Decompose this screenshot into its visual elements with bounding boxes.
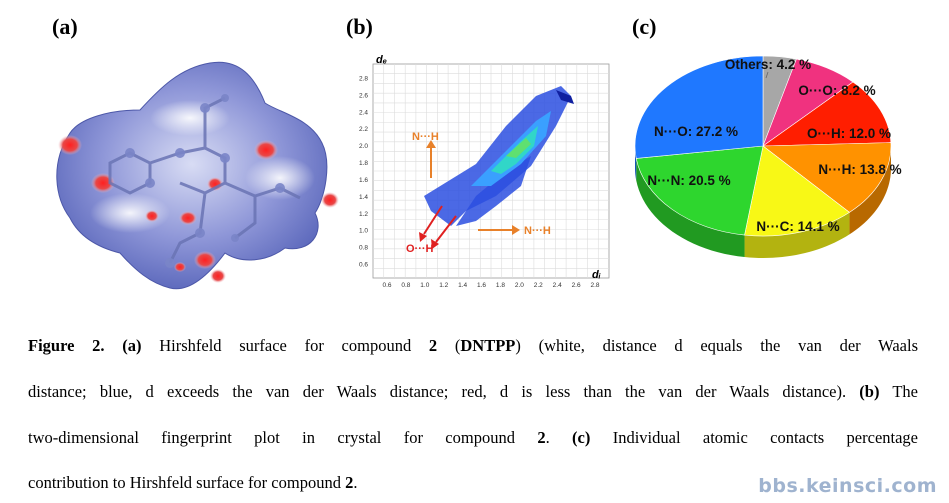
y-tick-label: 0.6 [359, 262, 368, 269]
panel-label-b: (b) [346, 14, 373, 39]
panel-label-c: (c) [632, 14, 657, 39]
pie-chart: Others: 4.2 % O···O: 8.2 % O···H: 12.0 % N·… [628, 48, 928, 298]
x-tick-label: 1.8 [496, 282, 505, 289]
x-tick-label: 2.6 [572, 282, 581, 289]
pie-slice [762, 81, 892, 147]
watermark: bbs.keinsci.com [758, 475, 937, 497]
x-tick-label: 0.8 [401, 282, 410, 289]
fingerprint-plot: 0.6 0.8 1.0 1.2 1.4 1.6 1.8 2.0 2.2 2.4 2.6 2.8 0.6… [356, 46, 618, 296]
pie-label: N···O: 27.2 % [654, 124, 738, 139]
y-tick-label: 2.6 [359, 92, 368, 99]
y-tick-label: 2.0 [359, 143, 368, 150]
pie-side [849, 146, 891, 235]
caption-line-1: Figure 2. (a) Hirshfeld surface for comp… [28, 336, 918, 355]
svg-text:N···H: N···H [524, 225, 551, 237]
pie-side [744, 212, 850, 258]
y-tick-labels: 0.6 0.8 1.0 1.2 1.4 1.6 1.8 2.0 2.2 2.4 2.6 2.8 [359, 76, 368, 269]
pie-slice [762, 142, 892, 213]
svg-text:O···H: O···H [406, 243, 434, 255]
svg-text:N···H: N···H [412, 131, 439, 143]
pie-label: O···O: 8.2 % [798, 83, 875, 98]
pie-label: N···H: 13.8 % [818, 162, 901, 177]
pie-labels: Others: 4.2 % O···O: 8.2 % O···H: 12.0 % N·… [647, 57, 901, 234]
fingerprint-cloud [424, 86, 574, 226]
pie-side [636, 158, 745, 258]
pie-slice [634, 55, 764, 159]
pie-slice [744, 145, 850, 237]
y-tick-label: 1.0 [359, 228, 368, 235]
annotation-nh-top: N···H [412, 131, 439, 178]
plot-grid [373, 64, 609, 278]
y-tick-label: 1.6 [359, 177, 368, 184]
x-tick-label: 2.2 [534, 282, 543, 289]
x-axis-label: dᵢ [592, 269, 601, 281]
panel-label-a: (a) [52, 14, 78, 39]
x-tick-label: 0.6 [382, 282, 391, 289]
y-tick-label: 2.4 [359, 109, 368, 116]
y-tick-label: 1.4 [359, 194, 368, 201]
pie-label: N···C: 14.1 % [756, 219, 839, 234]
pie-slices [634, 55, 892, 237]
annotation-nh-right: N···H [478, 225, 551, 237]
x-tick-label: 1.0 [420, 282, 429, 289]
pie-label: Others: 4.2 % [725, 57, 811, 72]
annotation-oh: O···H [406, 205, 457, 255]
pie-label: O···H: 12.0 % [807, 126, 891, 141]
x-tick-label: 2.8 [590, 282, 599, 289]
x-tick-label: 1.4 [458, 282, 467, 289]
y-tick-label: 0.8 [359, 245, 368, 252]
caption-line-2: distance; blue, d exceeds the van der Wa… [28, 382, 919, 401]
x-tick-label: 1.6 [477, 282, 486, 289]
x-tick-labels: 0.6 0.8 1.0 1.2 1.4 1.6 1.8 2.0 2.2 2.4 2.6 2.8 [382, 282, 599, 289]
hirshfeld-surface-image [40, 48, 340, 308]
pie-slice [635, 145, 764, 236]
x-tick-label: 1.2 [439, 282, 448, 289]
y-tick-label: 1.2 [359, 211, 368, 218]
x-tick-label: 2.0 [515, 282, 524, 289]
y-axis-label: dₑ [376, 54, 387, 66]
caption-line-3: two-dimensional fingerprint plot in crys… [28, 428, 919, 447]
caption-line-4: contribution to Hirshfeld surface for co… [28, 473, 358, 492]
y-tick-label: 1.8 [359, 160, 368, 167]
pie-label: N···N: 20.5 % [647, 173, 730, 188]
y-tick-label: 2.8 [359, 76, 368, 83]
y-tick-label: 2.2 [359, 126, 368, 133]
x-tick-label: 2.4 [553, 282, 562, 289]
